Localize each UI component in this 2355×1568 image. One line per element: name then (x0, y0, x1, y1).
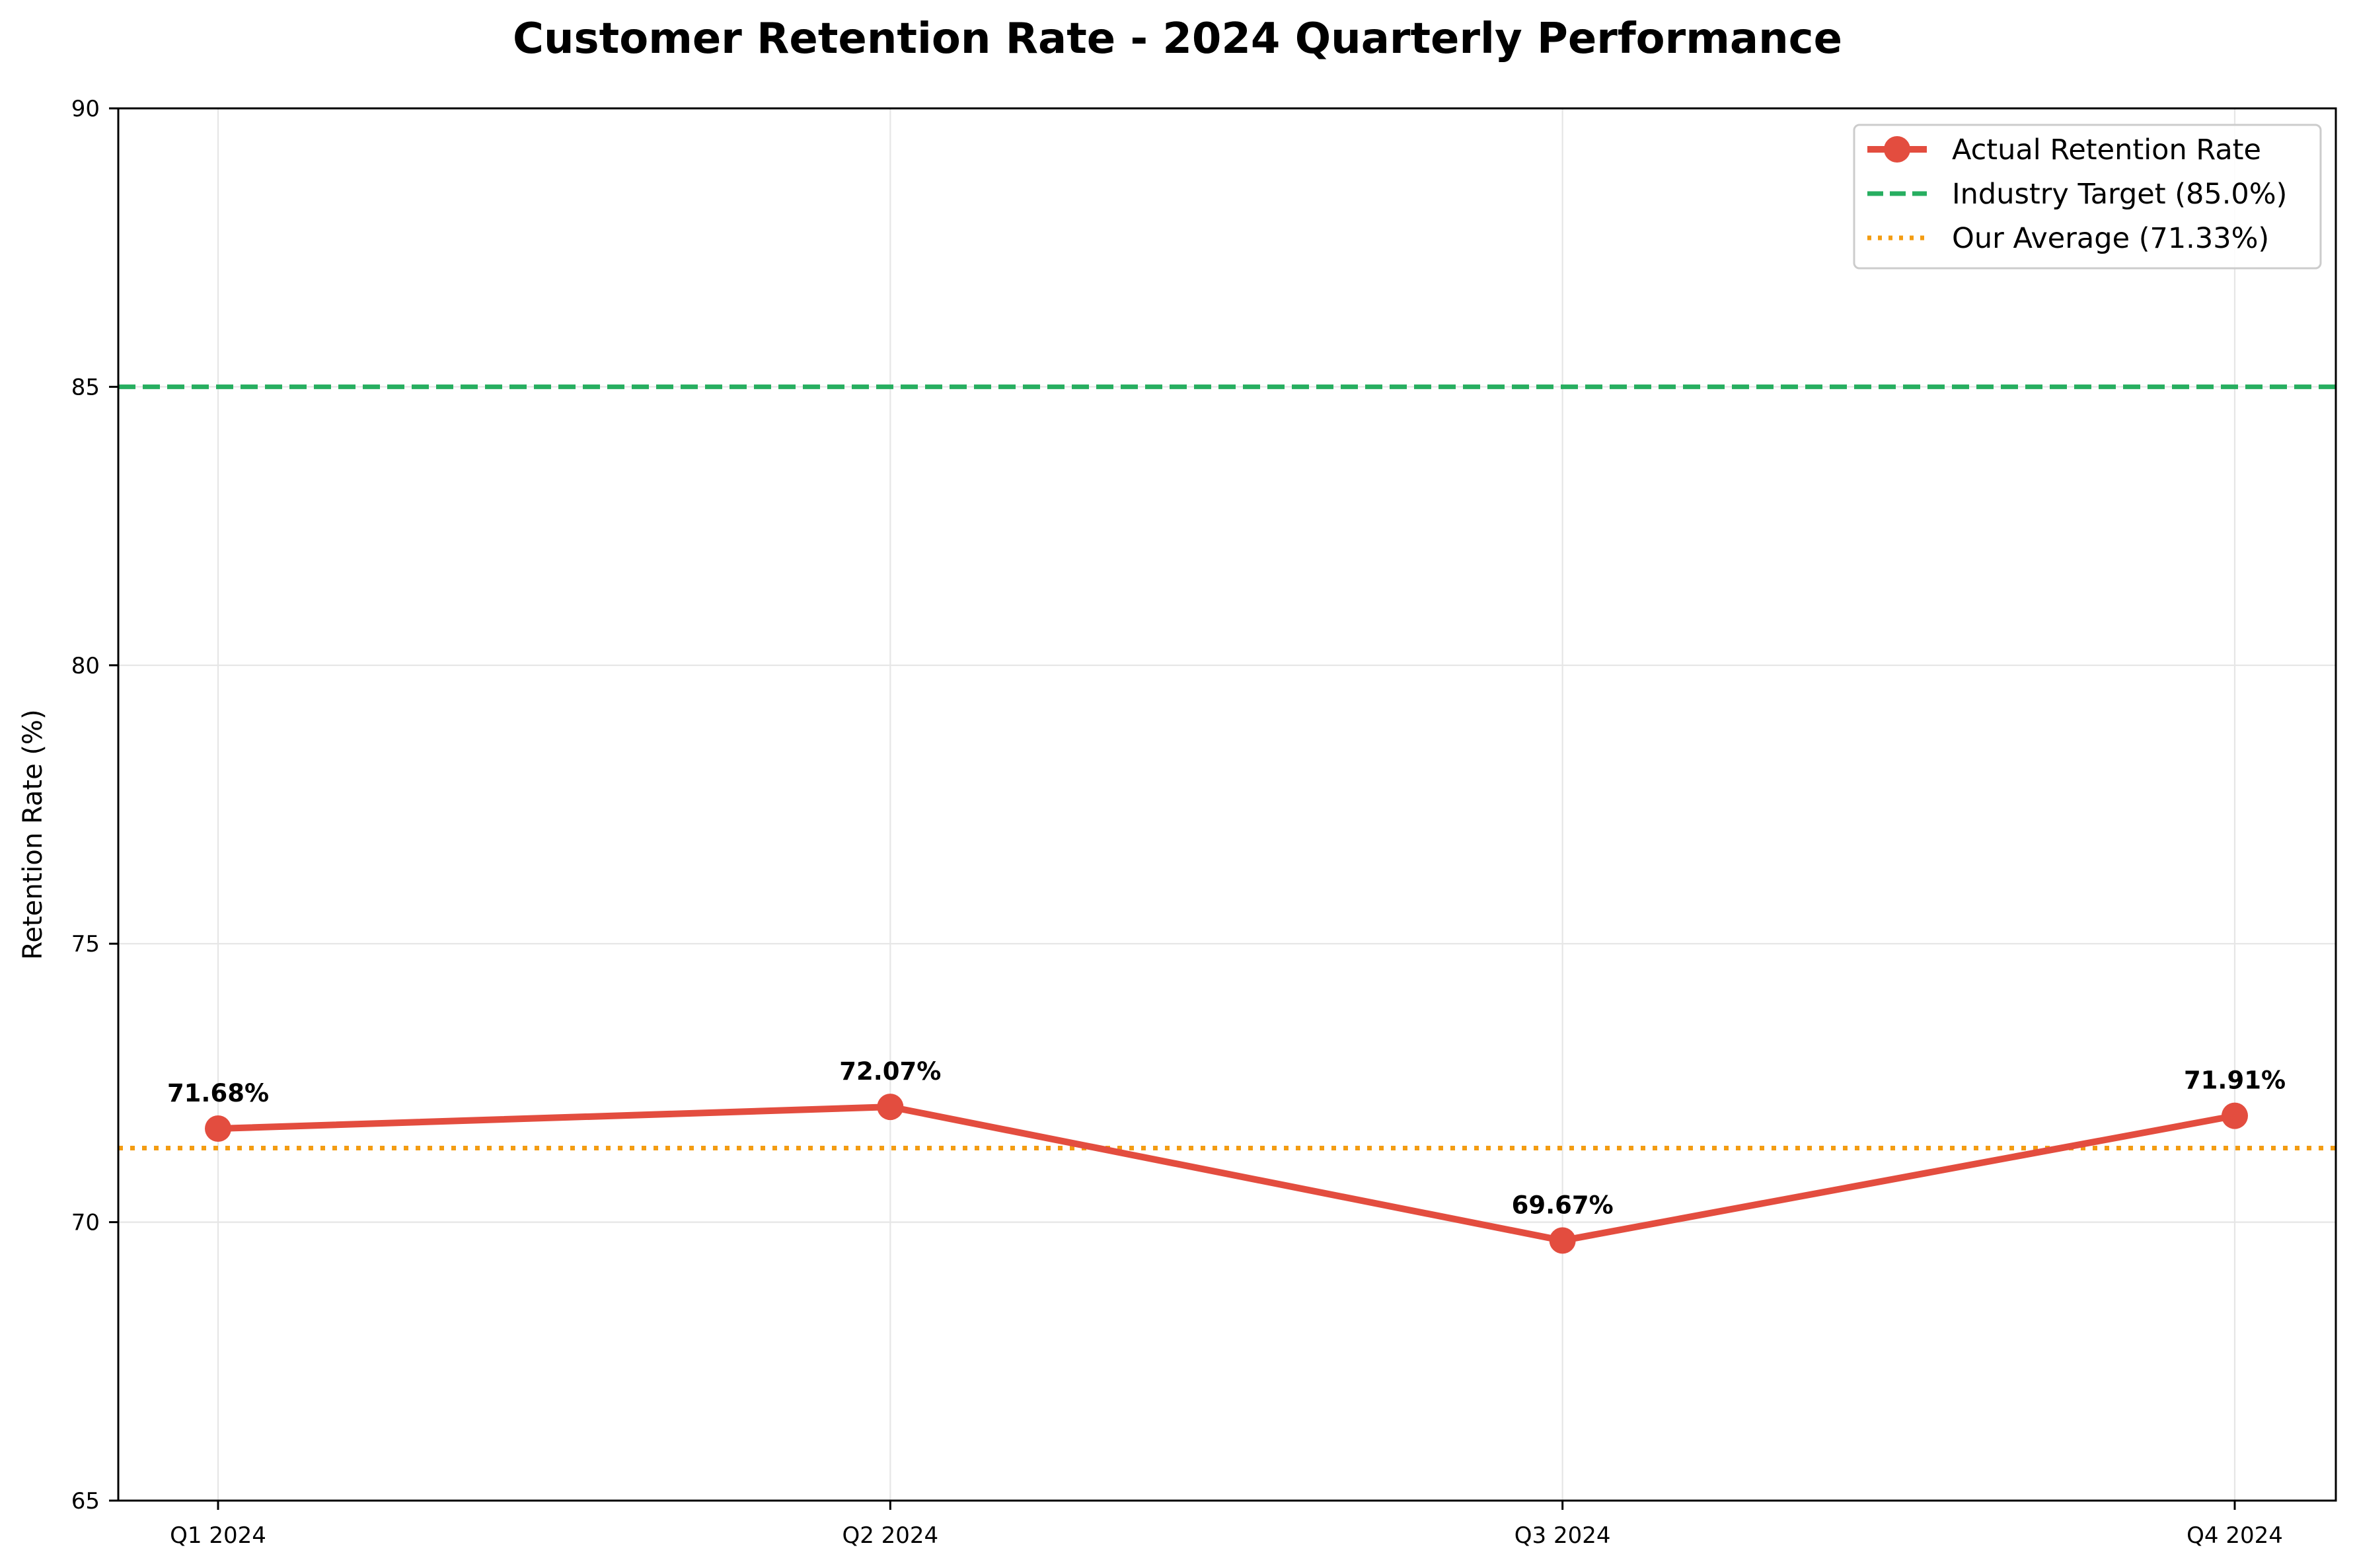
legend-box (1853, 124, 2322, 270)
y-axis: 65 70 75 80 85 90 (71, 96, 118, 1514)
y-tick-label-5: 90 (71, 96, 100, 122)
data-point-1 (877, 1094, 904, 1121)
reference-lines (118, 384, 2336, 1151)
y-tick-label-2: 75 (71, 931, 100, 957)
data-point-2 (1549, 1227, 1576, 1254)
y-tick-label-0: 65 (71, 1488, 100, 1514)
legend-label-2: Our Average (71.33%) (1952, 222, 2269, 255)
data-label-3: 71.91% (2184, 1066, 2286, 1095)
data-labels: 71.68% 72.07% 69.67% 71.91% (167, 1057, 2286, 1219)
legend-marker-0 (1884, 136, 1910, 163)
y-tick-label-1: 70 (71, 1210, 100, 1236)
x-tick-label-0: Q1 2024 (170, 1522, 266, 1549)
y-axis-label: Retention Rate (%) (18, 709, 48, 959)
data-label-1: 72.07% (839, 1057, 941, 1086)
x-tick-label-3: Q4 2024 (2187, 1522, 2283, 1549)
data-point-0 (205, 1115, 231, 1142)
chart-title: Customer Retention Rate - 2024 Quarterly… (513, 15, 1842, 63)
series-line-0 (215, 1103, 2238, 1244)
legend-label-0: Actual Retention Rate (1952, 133, 2261, 167)
grid (118, 108, 2336, 1501)
plot-frame (117, 107, 2337, 1502)
x-axis: Q1 2024 Q2 2024 Q3 2024 Q4 2024 (170, 1501, 2283, 1549)
legend-label-1: Industry Target (85.0%) (1952, 178, 2287, 211)
legend: Actual Retention Rate Industry Target (85… (1853, 124, 2322, 270)
y-tick-label-4: 85 (71, 374, 100, 400)
series-layer (205, 1094, 2248, 1254)
data-label-2: 69.67% (1512, 1191, 1614, 1219)
data-point-3 (2222, 1102, 2248, 1129)
y-tick-label-3: 80 (71, 653, 100, 679)
data-label-0: 71.68% (167, 1079, 269, 1107)
x-tick-label-2: Q3 2024 (1514, 1522, 1611, 1549)
x-tick-label-1: Q2 2024 (842, 1522, 938, 1549)
